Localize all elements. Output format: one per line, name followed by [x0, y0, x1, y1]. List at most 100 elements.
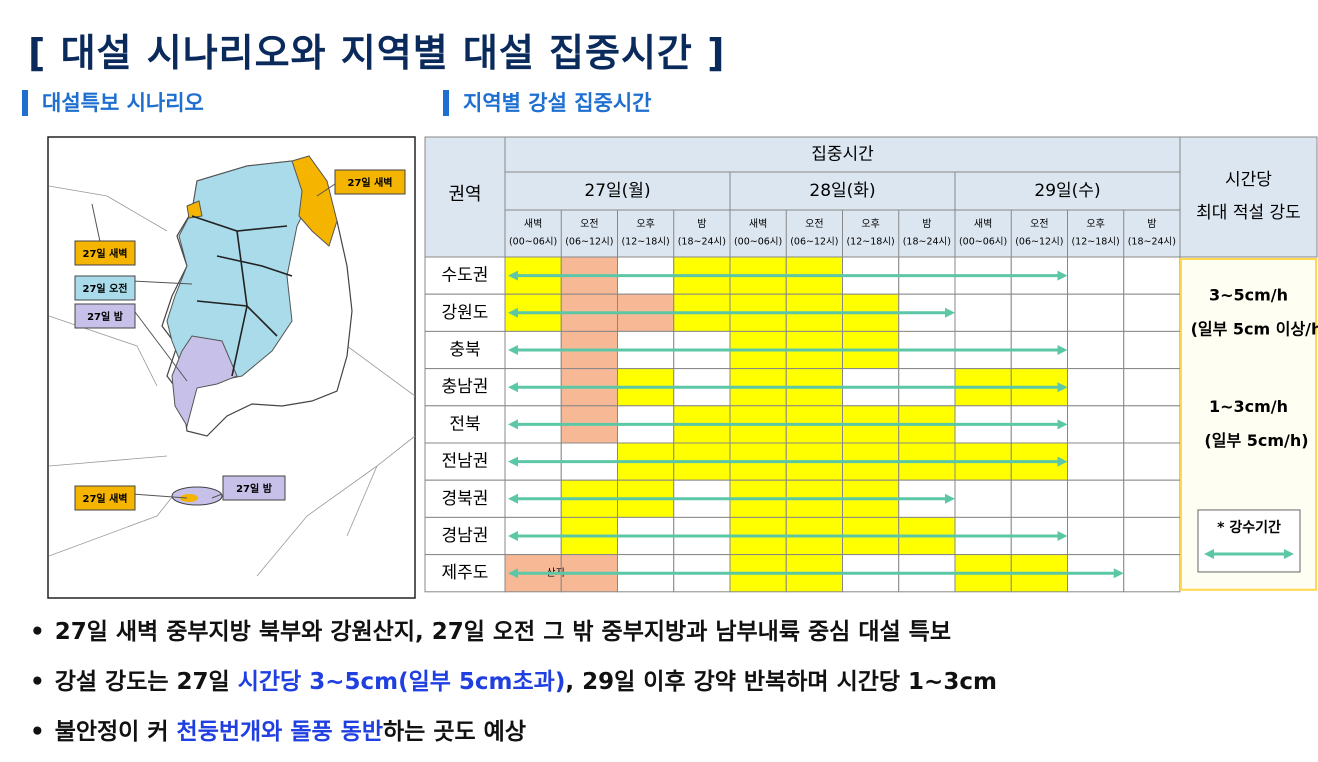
period-range: (06~12시) — [565, 237, 613, 248]
bullet: • 강설 강도는 27일 시간당 3~5cm(일부 5cm초과), 29일 이후 … — [30, 662, 1310, 712]
period-range: (00~06시) — [734, 237, 782, 248]
bullet-dot: • — [30, 669, 45, 695]
region-cell — [424, 256, 506, 295]
province-borders — [191, 215, 293, 377]
callout-label: 27일 밤 — [236, 482, 273, 495]
duration-arrow — [508, 307, 955, 318]
arrow-part — [508, 568, 518, 579]
duration-arrow — [508, 382, 1068, 393]
time-cell — [1067, 256, 1125, 295]
time-cell — [1123, 330, 1181, 370]
duration-arrow — [508, 345, 1068, 355]
time-cell — [954, 479, 1012, 518]
legend-box — [1197, 509, 1301, 573]
region-cell — [424, 554, 506, 593]
duration-arrow — [508, 531, 1068, 541]
time-cell — [1067, 368, 1125, 407]
bullet-text: 강설 강도는 27일 — [54, 669, 238, 695]
bullet-text: 시간당 3~5cm(일부 5cm초과) — [237, 669, 566, 695]
arrow-part — [1057, 456, 1068, 467]
arrow-part — [945, 493, 955, 504]
time-cell — [1123, 516, 1181, 556]
callout-box — [74, 303, 136, 329]
bullet: • 불안정이 커 천둥번개와 돌풍 동반하는 곳도 예상 — [30, 712, 1310, 762]
bullet-text: 천둥번개와 돌풍 동반 — [176, 719, 383, 745]
time-cell — [1067, 479, 1125, 518]
period-name: 오전 — [580, 218, 598, 230]
region-cell — [424, 330, 506, 370]
period-range: (12~18시) — [621, 237, 669, 248]
map: 27일 새벽 27일 새벽 27일 오전 27일 밤 27일 새벽 27일 밤 — [47, 136, 416, 599]
period-name: 오후 — [636, 218, 654, 230]
arrow-part — [508, 456, 518, 467]
duration-arrow — [508, 456, 1068, 467]
period-range: (12~18시) — [846, 237, 894, 248]
period-range: (18~24시) — [1128, 237, 1176, 248]
title: [ 대설 시나리오와 지역별 대설 집중시간 ] — [28, 31, 726, 75]
bullet-text: 불안정이 커 — [54, 719, 177, 745]
period-name: 새벽 — [524, 218, 542, 230]
period-name: 오후 — [1086, 218, 1104, 230]
region-cell — [424, 442, 506, 481]
arrow-part — [1057, 419, 1068, 430]
region-dawn — [291, 155, 338, 247]
day-header: 27일(월) — [584, 181, 650, 201]
time-cell — [1123, 405, 1181, 444]
region-name: 제주도 — [442, 563, 489, 583]
time-cell — [1067, 516, 1125, 556]
group-header: 집중시간 — [811, 145, 874, 165]
arrow-part — [1284, 548, 1294, 559]
region-name: 충남권 — [442, 377, 489, 397]
period-range: (00~06시) — [509, 237, 557, 248]
region-header: 권역 — [448, 184, 481, 205]
arrow-part — [1057, 382, 1068, 393]
arrow-part — [1057, 345, 1068, 355]
period-name: 새벽 — [749, 218, 767, 230]
period-name: 밤 — [922, 218, 931, 230]
time-cell — [1067, 442, 1125, 481]
region-night — [171, 335, 238, 428]
bullet-dot: • — [30, 619, 45, 645]
bullet-list: • 27일 새벽 중부지방 북부와 강원산지, 27일 오전 그 밖 중부지방과 … — [30, 612, 1310, 762]
legend-arrow — [1204, 548, 1294, 559]
callout-box — [74, 240, 136, 266]
arrow-part — [508, 382, 518, 393]
arrow-part — [1204, 548, 1214, 559]
period-range: (06~12시) — [790, 237, 838, 248]
arrow-part — [508, 270, 518, 281]
period-name: 오전 — [1030, 218, 1048, 230]
region-name: 수도권 — [442, 266, 489, 286]
region-name: 전북 — [449, 414, 480, 434]
bullet-text: 하는 곳도 예상 — [383, 719, 526, 745]
bullet: • 27일 새벽 중부지방 북부와 강원산지, 27일 오전 그 밖 중부지방과 … — [30, 612, 1310, 662]
header-bg — [424, 136, 1181, 258]
arrow-part — [1113, 568, 1124, 579]
arrow-part — [1057, 531, 1068, 541]
duration-arrow — [508, 270, 1068, 281]
period-range: (12~18시) — [1071, 237, 1119, 248]
period-range: (18~24시) — [903, 237, 951, 248]
duration-arrow — [508, 419, 1068, 430]
callout-box — [334, 169, 406, 195]
period-name: 오전 — [805, 218, 823, 230]
bullet-dot: • — [30, 719, 45, 745]
arrow-part — [508, 493, 518, 504]
arrow-part — [1057, 270, 1068, 281]
callout-label: 27일 밤 — [87, 310, 124, 323]
day-header: 29일(수) — [1034, 181, 1100, 201]
jeju — [171, 486, 223, 506]
region-dawn — [186, 200, 203, 219]
period-range: (00~06시) — [959, 237, 1007, 248]
time-cell — [1067, 293, 1125, 332]
period-name: 밤 — [697, 218, 706, 230]
intensity-header-bg — [1179, 136, 1318, 258]
bullet-text: , 29일 이후 강약 반복하며 시간당 1~3cm — [565, 669, 997, 695]
time-cell — [1067, 330, 1125, 370]
time-cell — [1123, 293, 1181, 332]
schedule-table: 권역 집중시간 27일(월) 28일(화) 29일(수) 새벽 (00~06시) 오전 (06~… — [424, 136, 1318, 593]
region-name: 경남권 — [442, 526, 489, 546]
region-name: 경북권 — [442, 489, 489, 509]
day-header: 28일(화) — [809, 181, 875, 201]
region-name: 전남권 — [442, 452, 489, 472]
